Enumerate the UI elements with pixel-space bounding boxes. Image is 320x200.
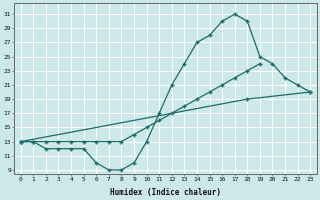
X-axis label: Humidex (Indice chaleur): Humidex (Indice chaleur) <box>110 188 221 197</box>
